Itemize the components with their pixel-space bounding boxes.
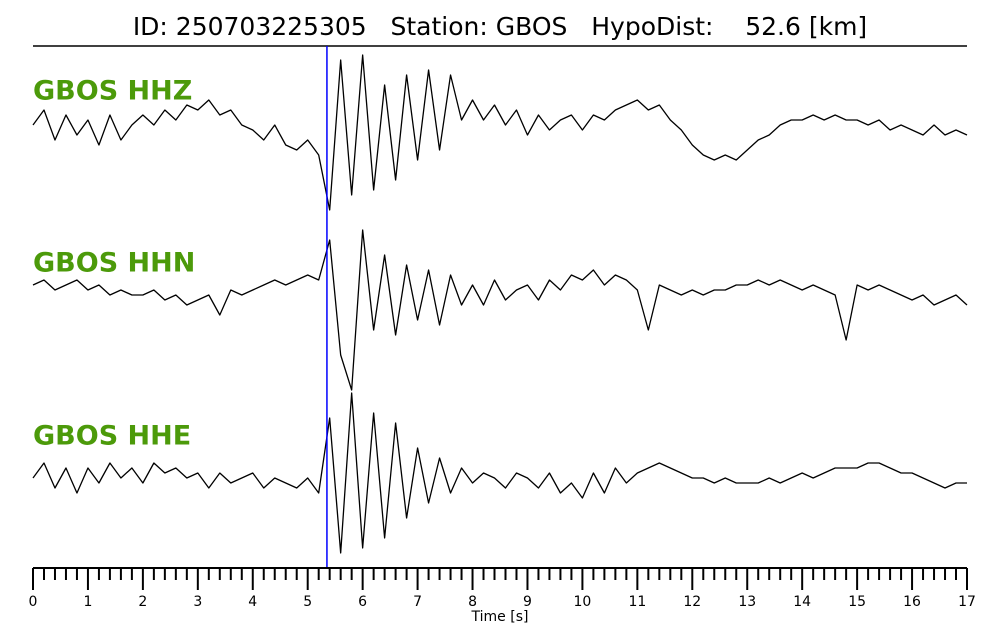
trace-label: GBOS HHZ: [33, 76, 192, 107]
x-tick-label: 10: [573, 594, 591, 610]
trace-label: GBOS HHN: [33, 248, 195, 279]
x-tick-label: 5: [303, 594, 312, 610]
x-tick-label: 17: [958, 594, 976, 610]
x-tick-label: 15: [848, 594, 866, 610]
x-tick-label: 7: [413, 594, 422, 610]
x-tick-label: 8: [468, 594, 477, 610]
x-tick-label: 2: [138, 594, 147, 610]
x-tick-label: 11: [628, 594, 646, 610]
x-tick-label: 6: [358, 594, 367, 610]
x-tick-label: 16: [903, 594, 921, 610]
trace-label: GBOS HHE: [33, 421, 191, 452]
x-tick-label: 3: [193, 594, 202, 610]
x-tick-label: 4: [248, 594, 257, 610]
x-tick-label: 9: [523, 594, 532, 610]
x-tick-label: 1: [83, 594, 92, 610]
trace-line: [32, 229, 968, 391]
trace-line: [32, 392, 967, 554]
chart-title: ID: 250703225305 Station: GBOS HypoDist:…: [133, 12, 867, 41]
x-tick-label: 13: [738, 594, 756, 610]
x-axis-label: Time [s]: [471, 609, 529, 625]
x-tick-label: 14: [793, 594, 811, 610]
x-tick-label: 0: [29, 594, 38, 610]
trace-line: [32, 54, 968, 211]
x-tick-label: 12: [683, 594, 701, 610]
